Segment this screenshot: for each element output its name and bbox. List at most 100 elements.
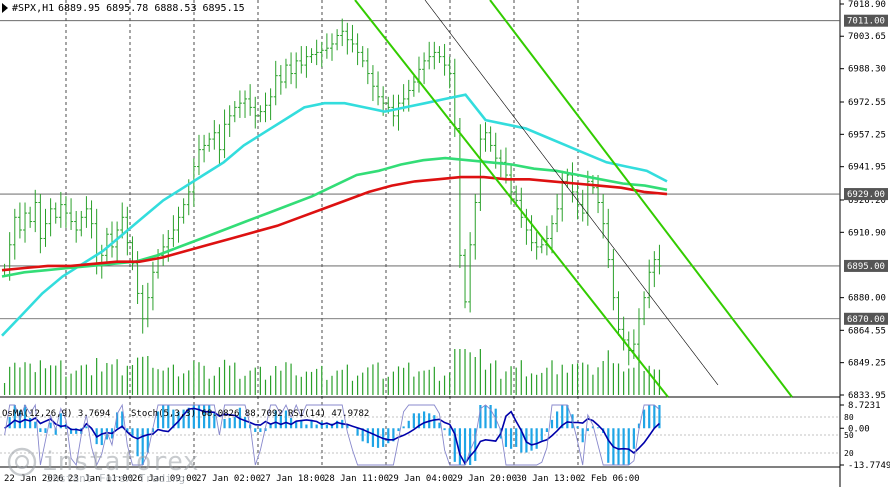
time-tick-label: 27 Jan 02:00	[196, 474, 261, 484]
price-bar	[503, 147, 508, 184]
price-bar	[304, 46, 309, 78]
price-bar	[58, 191, 63, 228]
price-bar	[110, 221, 114, 258]
price-bar	[365, 48, 370, 85]
time-tick-label: 22 Jan 2026	[4, 474, 64, 484]
price-bar	[324, 33, 329, 59]
price-bar	[63, 196, 68, 228]
stoch-label: Stoch(5,3,3) 68.0826 88.7092	[131, 409, 283, 419]
price-bar	[28, 206, 33, 228]
price-bar	[263, 92, 268, 123]
price-tick-label: 7003.65	[848, 32, 886, 42]
channel-lower-line	[354, 0, 669, 398]
level-tag	[844, 188, 888, 201]
price-bar	[529, 215, 534, 252]
price-bar	[647, 259, 652, 309]
collapse-arrow-icon[interactable]	[2, 3, 8, 13]
price-tick-label: 6926.20	[848, 196, 886, 206]
price-bar	[330, 33, 334, 61]
time-tick-label: 2 Feb 06:00	[580, 474, 640, 484]
price-tick-label: 6910.90	[848, 228, 886, 238]
price-bar	[314, 39, 319, 66]
stoch-level-label: 50	[844, 431, 854, 440]
price-bar	[335, 29, 340, 51]
price-bar	[555, 194, 560, 233]
level-tag-label: 6929.00	[847, 190, 885, 200]
price-bar	[360, 46, 365, 68]
price-bar	[340, 18, 345, 47]
price-bar	[411, 75, 416, 97]
price-tick-label: 6957.25	[848, 130, 886, 140]
price-bar	[294, 52, 299, 89]
price-bar	[17, 202, 22, 239]
price-bar	[483, 122, 488, 152]
price-tick-label: 6988.30	[848, 65, 886, 75]
price-bar	[243, 90, 248, 118]
price-bar	[376, 71, 381, 106]
price-bar	[478, 124, 483, 211]
price-bar	[534, 232, 539, 260]
price-bar	[319, 41, 324, 68]
indicator-tick-label: 8.7231	[848, 401, 881, 411]
price-bar	[161, 234, 166, 266]
price-bar	[422, 52, 427, 85]
price-bar	[181, 198, 186, 224]
price-bar	[544, 225, 549, 256]
level-tag-label: 6895.00	[847, 262, 885, 272]
level-tag	[844, 259, 888, 272]
price-bar	[89, 200, 94, 239]
price-bar	[299, 46, 304, 74]
price-tick-label: 6864.55	[848, 326, 886, 336]
price-bar	[202, 134, 207, 163]
price-bar	[616, 291, 621, 336]
price-bar	[212, 120, 217, 150]
price-bar	[150, 261, 155, 311]
time-tick-label: 26 Jan 09:00	[132, 474, 197, 484]
indicator-pane[interactable]: 8.7231 0.00 -13.7749 80 50 20	[0, 401, 890, 471]
price-bar	[196, 134, 201, 176]
price-bar	[278, 65, 283, 95]
stoch-level-label: 80	[844, 413, 854, 422]
stoch-level-label: 20	[844, 449, 854, 458]
time-tick-label: 30 Jan 13:00	[516, 474, 581, 484]
level-tag-label: 6870.00	[847, 315, 885, 325]
stoch-main-line	[4, 403, 660, 467]
price-tick-label: 6833.95	[848, 391, 886, 401]
price-bar	[657, 244, 662, 275]
price-bar	[23, 202, 28, 243]
price-bar	[38, 194, 43, 254]
price-bar	[468, 232, 473, 313]
price-bar	[84, 196, 89, 228]
price-bar	[601, 194, 606, 239]
price-bar	[437, 46, 442, 63]
price-bar	[130, 236, 135, 271]
price-bar	[396, 94, 401, 131]
level-tag	[844, 312, 888, 325]
price-bar	[12, 208, 17, 260]
price-tick-label: 6849.25	[848, 359, 886, 369]
level-tag-label: 7011.00	[847, 17, 885, 27]
price-bar	[606, 208, 611, 269]
price-bar	[432, 41, 437, 70]
price-bar	[217, 124, 222, 165]
price-bar	[248, 84, 253, 116]
price-bar	[273, 60, 278, 106]
price-bar	[176, 206, 181, 243]
channel-upper-line	[489, 0, 793, 398]
price-bar	[171, 215, 176, 247]
price-bar	[232, 101, 237, 123]
price-bar	[283, 58, 288, 89]
ema-slow-line	[1, 175, 668, 272]
time-tick-label: 28 Jan 11:00	[324, 474, 389, 484]
chart-header: #SPX,H1 6889.95 6895.78 6888.53 6895.15	[2, 3, 245, 14]
price-bar	[345, 22, 350, 55]
price-bar	[207, 132, 212, 152]
price-bar	[309, 48, 314, 63]
price-tick-label: 7018.90	[848, 0, 886, 10]
price-bar	[104, 227, 109, 262]
indicator-tick-label: 0.00	[848, 424, 870, 434]
watermark-tagline: Instant Forex Trading	[46, 472, 185, 485]
